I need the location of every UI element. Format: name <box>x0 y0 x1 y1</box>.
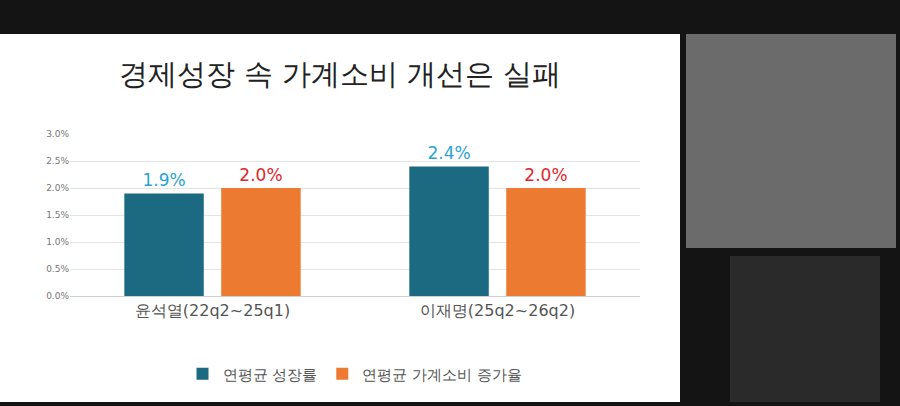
svg-text:윤석열(22q2~25q1): 윤석열(22q2~25q1) <box>135 301 290 320</box>
svg-text:2.5%: 2.5% <box>46 156 69 166</box>
svg-text:연평균 가계소비 증가율: 연평균 가계소비 증가율 <box>362 366 522 384</box>
svg-text:2.0%: 2.0% <box>524 165 567 185</box>
svg-text:1.9%: 1.9% <box>142 170 185 190</box>
svg-text:2.0%: 2.0% <box>46 183 69 193</box>
svg-text:경제성장 속 가계소비 개선은 실패: 경제성장 속 가계소비 개선은 실패 <box>119 57 562 91</box>
svg-text:0.5%: 0.5% <box>46 264 69 274</box>
svg-text:1.0%: 1.0% <box>46 237 69 247</box>
svg-text:2.4%: 2.4% <box>427 143 470 163</box>
svg-text:3.0%: 3.0% <box>46 129 69 139</box>
svg-text:2.0%: 2.0% <box>239 165 282 185</box>
svg-text:1.5%: 1.5% <box>46 210 69 220</box>
svg-text:이재명(25q2~26q2): 이재명(25q2~26q2) <box>420 301 575 320</box>
svg-text:연평균 성장률: 연평균 성장률 <box>223 366 318 384</box>
svg-text:0.0%: 0.0% <box>46 291 69 301</box>
